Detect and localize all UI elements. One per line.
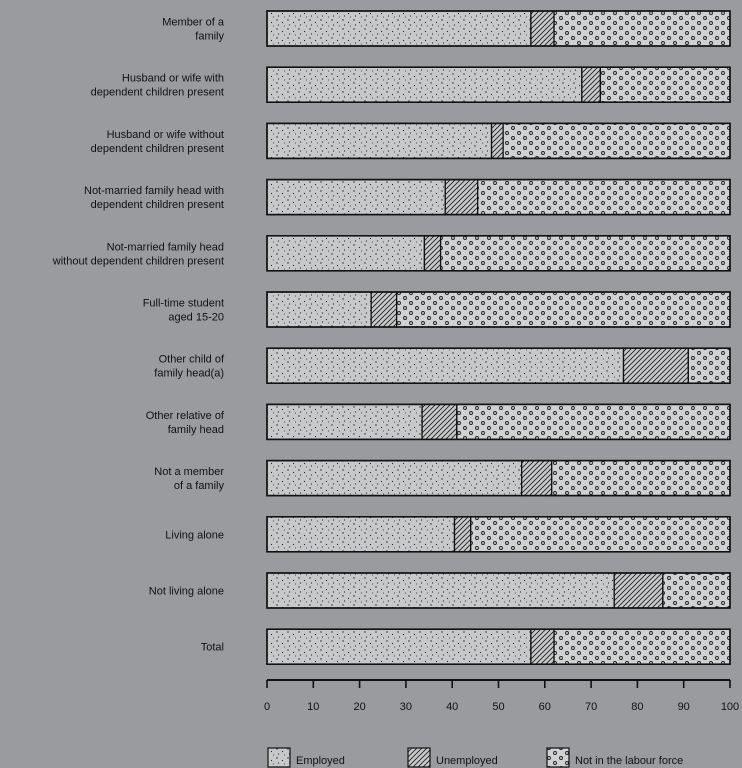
x-tick-label: 100 <box>721 701 739 713</box>
category-label: Not a member of a family <box>154 466 224 492</box>
x-axis: 0 10 20 30 40 50 60 70 80 90 100 <box>264 679 739 713</box>
bar-outline <box>266 347 731 385</box>
x-tick-label: 70 <box>585 701 597 713</box>
category-label: Husband or wife with dependent children p… <box>91 73 224 99</box>
bar-outline <box>266 515 731 553</box>
legend-label: Not in the labour force <box>575 755 683 767</box>
bar-outline <box>266 66 731 103</box>
category-label: Other child of family head(a) <box>154 354 225 380</box>
bar-segment-not-in-the-labour-force <box>553 628 731 665</box>
bar-segment-not-in-the-labour-force <box>456 403 731 441</box>
bar-outline <box>266 10 731 47</box>
bar-segment-employed <box>266 459 523 497</box>
x-tick-label: 60 <box>539 701 551 713</box>
bar-segment-not-in-the-labour-force <box>502 122 731 160</box>
x-tick-label: 0 <box>264 701 270 713</box>
x-tick-label: 90 <box>678 701 690 713</box>
legend-swatch <box>407 747 431 768</box>
bar-segment-employed <box>266 122 493 160</box>
category-label: Member of a family <box>162 17 225 43</box>
bar-segment-employed <box>266 572 615 609</box>
bar-segment-not-in-the-labour-force <box>599 66 731 103</box>
bar-segment-unemployed <box>530 628 555 665</box>
category-label: Other relative of family head <box>146 410 225 436</box>
bar-segment-not-in-the-labour-force <box>470 516 731 553</box>
bar-segment-unemployed <box>444 178 479 216</box>
bar-segment-unemployed <box>530 10 555 47</box>
x-tick-label: 50 <box>492 701 504 713</box>
bar-outline <box>266 628 731 666</box>
bar-segment-employed <box>266 178 446 216</box>
bar-segment-not-in-the-labour-force <box>395 291 731 328</box>
bar-segment-unemployed <box>581 66 602 103</box>
bars <box>266 10 731 666</box>
legend-swatch <box>267 747 291 768</box>
x-tick-label: 40 <box>446 701 458 713</box>
legend: Employed Unemployed Not in the labour forc… <box>267 747 683 768</box>
bar-outline <box>266 403 731 441</box>
legend-swatch <box>546 747 570 768</box>
bar-segment-employed <box>266 628 532 665</box>
bar-outline <box>266 459 731 497</box>
x-tick-label: 30 <box>400 701 412 713</box>
bar-segment-not-in-the-labour-force <box>687 347 731 384</box>
bar-segment-unemployed <box>453 516 472 553</box>
bar-segment-employed <box>266 235 426 272</box>
category-label: Not-married family head without dependent… <box>52 241 224 267</box>
category-label: Total <box>201 642 224 654</box>
category-label: Husband or wife without dependent childre… <box>91 129 224 155</box>
category-labels: Member of a family Husband or wife with dep… <box>52 17 225 654</box>
bar-outline <box>266 122 731 160</box>
bar-segment-not-in-the-labour-force <box>551 459 731 497</box>
bar-segment-employed <box>266 347 625 384</box>
bar-segment-not-in-the-labour-force <box>553 10 731 47</box>
bar-segment-unemployed <box>370 291 398 328</box>
legend-label: Unemployed <box>436 755 498 767</box>
bar-segment-unemployed <box>421 403 458 441</box>
bar-outline <box>266 178 731 216</box>
bar-segment-not-in-the-labour-force <box>477 178 731 216</box>
bar-segment-not-in-the-labour-force <box>662 572 731 609</box>
bar-segment-not-in-the-labour-force <box>439 235 731 272</box>
bar-segment-unemployed <box>613 572 664 609</box>
category-label: Not living alone <box>149 586 224 598</box>
bar-segment-employed <box>266 291 372 328</box>
bar-outline <box>266 235 731 272</box>
legend-label: Employed <box>296 755 345 767</box>
bar-segment-unemployed <box>521 459 553 497</box>
category-label: Living alone <box>165 529 224 541</box>
category-label: Full-time student aged 15-20 <box>143 298 224 324</box>
category-label: Not-married family head with dependent ch… <box>84 185 224 211</box>
bar-segment-employed <box>266 516 456 553</box>
bar-segment-employed <box>266 403 423 441</box>
bar-segment-unemployed <box>423 235 442 272</box>
x-tick-label: 20 <box>353 701 365 713</box>
bar-outline <box>266 572 731 609</box>
bar-outline <box>266 291 731 328</box>
x-tick-label: 80 <box>631 701 643 713</box>
bar-segment-unemployed <box>622 347 689 384</box>
bar-segment-unemployed <box>490 122 504 160</box>
x-tick-label: 10 <box>307 701 319 713</box>
bar-segment-employed <box>266 66 583 103</box>
bar-segment-employed <box>266 10 532 47</box>
